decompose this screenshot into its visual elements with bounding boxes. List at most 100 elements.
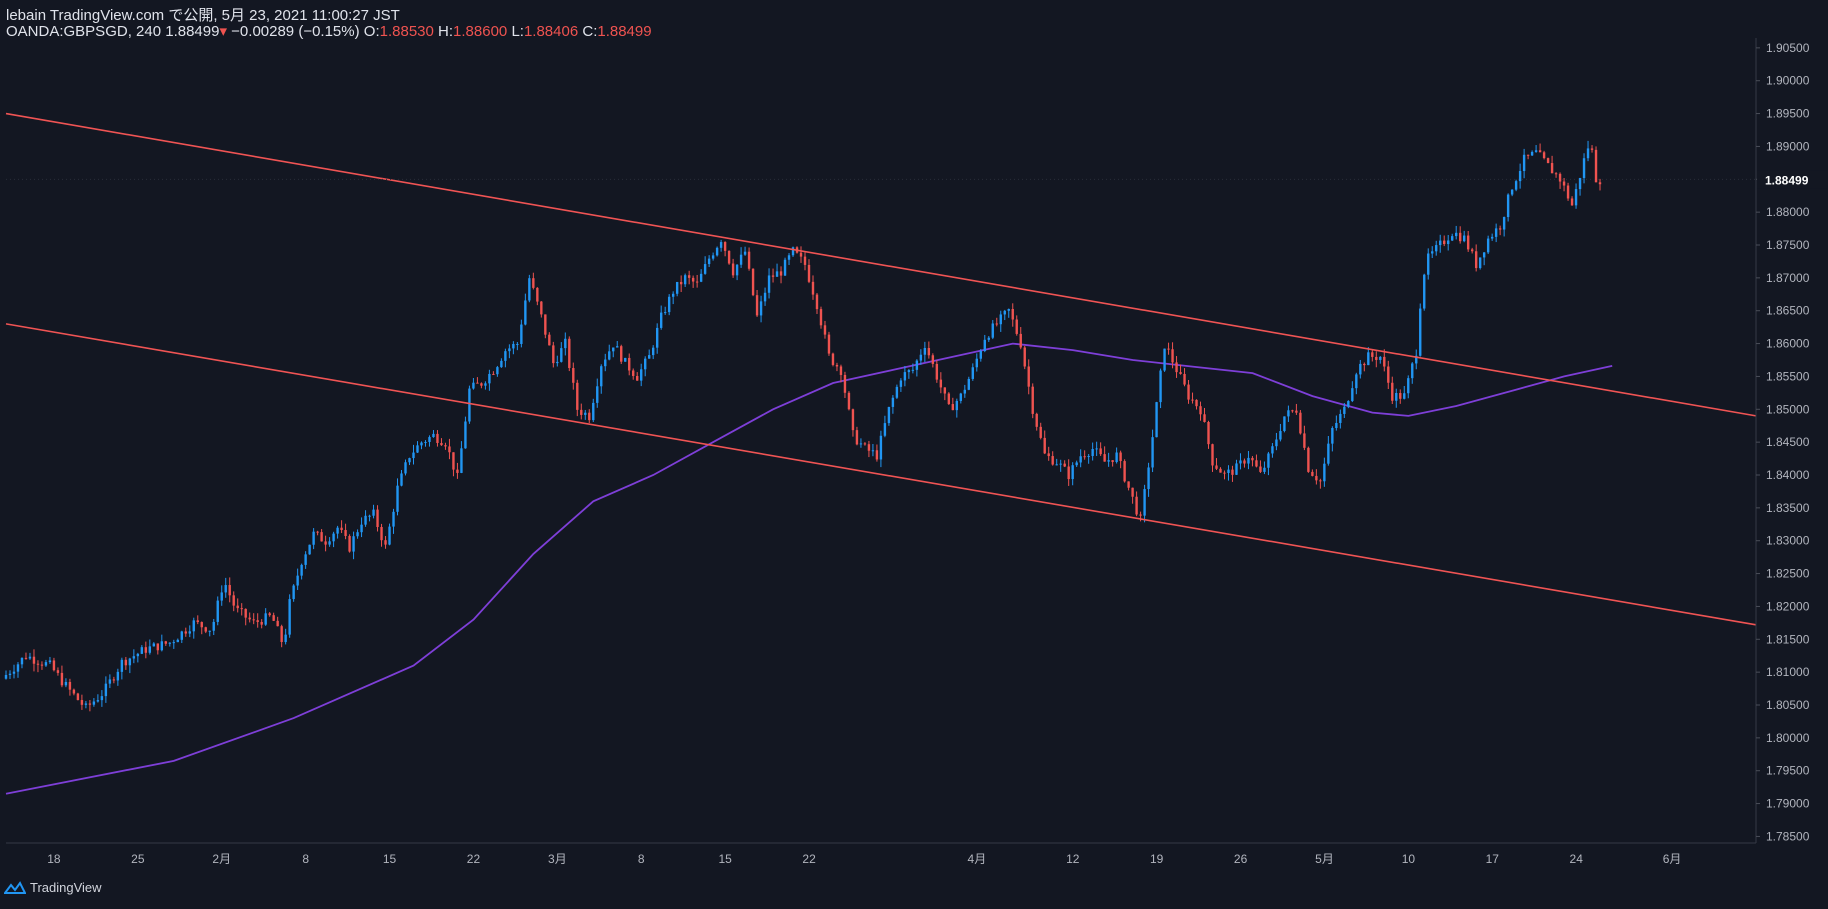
- footer-brand[interactable]: TradingView: [4, 880, 102, 895]
- candle-body: [887, 406, 891, 424]
- candle-body: [424, 441, 427, 443]
- candle-body: [564, 338, 567, 349]
- candle-body: [843, 374, 847, 393]
- candle-body: [1219, 468, 1222, 473]
- candle-body: [572, 368, 575, 383]
- candle-body: [1275, 439, 1278, 447]
- candle-body: [867, 444, 871, 451]
- y-tick-label: 1.88000: [1766, 205, 1810, 219]
- candle-body: [100, 696, 104, 701]
- candle-body: [1267, 453, 1270, 468]
- candle-body: [196, 620, 199, 623]
- candle-body: [1299, 412, 1302, 434]
- candle-body: [923, 347, 927, 355]
- y-tick-label: 1.89500: [1766, 107, 1810, 121]
- channel-upper-line[interactable]: [5, 112, 1757, 417]
- y-tick-label: 1.82000: [1766, 599, 1810, 613]
- candle-body: [332, 533, 335, 542]
- candle-body: [979, 351, 982, 359]
- candle-body: [1203, 414, 1206, 423]
- price-change: −0.00289 (−0.15%): [231, 23, 360, 40]
- candle-body: [280, 626, 283, 643]
- candle-body: [264, 613, 267, 625]
- candle-body: [963, 389, 967, 394]
- candle-body: [1211, 444, 1214, 466]
- candle-body: [536, 287, 539, 302]
- x-tick-label: 3月: [548, 852, 567, 866]
- candle-body: [1431, 251, 1434, 254]
- candle-body: [328, 541, 331, 545]
- x-tick-label: 22: [467, 852, 481, 866]
- x-tick-label: 25: [131, 852, 145, 866]
- channel-lower-line[interactable]: [5, 323, 1757, 626]
- candle-body: [640, 369, 643, 381]
- candle-body: [596, 386, 599, 403]
- candle-body: [679, 281, 683, 285]
- down-arrow-icon: ▾: [219, 23, 227, 40]
- high-value: 1.88600: [453, 23, 508, 40]
- candle-body: [699, 273, 703, 282]
- candle-body: [1494, 228, 1498, 237]
- candle-body: [128, 658, 132, 666]
- candle-body: [428, 437, 431, 442]
- candle-body: [655, 327, 659, 348]
- y-tick-label: 1.83500: [1766, 501, 1810, 515]
- candle-body: [1399, 392, 1402, 399]
- candle-body: [1295, 410, 1298, 413]
- candle-body: [1167, 348, 1170, 350]
- candle-body: [783, 259, 787, 276]
- candle-body: [92, 701, 96, 705]
- candle-body: [1171, 349, 1174, 363]
- candle-body: [827, 334, 831, 354]
- candle-body: [883, 423, 887, 436]
- y-tick-label: 1.81000: [1766, 665, 1810, 679]
- candle-body: [1590, 148, 1594, 150]
- candle-body: [44, 662, 48, 666]
- candle-body: [84, 703, 88, 705]
- x-tick-label: 6月: [1663, 852, 1682, 866]
- candle-body: [300, 564, 303, 576]
- candle-body: [36, 663, 40, 665]
- candle-body: [1071, 465, 1074, 480]
- y-tick-label: 1.90500: [1766, 41, 1810, 55]
- candle-body: [68, 681, 72, 690]
- candle-body: [1470, 249, 1474, 252]
- candle-body: [1542, 152, 1546, 159]
- high-label: H:: [438, 23, 454, 40]
- candle-body: [104, 683, 108, 697]
- candle-body: [1263, 467, 1266, 472]
- candle-body: [1478, 257, 1482, 269]
- candle-body: [1031, 386, 1034, 414]
- candle-body: [1486, 238, 1490, 253]
- y-tick-label: 1.85000: [1766, 402, 1810, 416]
- candle-body: [520, 324, 523, 344]
- candle-body: [372, 509, 375, 516]
- candle-body: [292, 585, 295, 600]
- candle-body: [727, 250, 731, 264]
- candle-body: [1235, 463, 1238, 475]
- x-tick-label: 4月: [968, 852, 987, 866]
- tradingview-logo-icon: [4, 880, 26, 894]
- candle-body: [396, 485, 399, 512]
- candle-body: [120, 659, 124, 672]
- candle-body: [620, 346, 623, 362]
- candle-body: [983, 339, 986, 352]
- candle-body: [1538, 150, 1542, 153]
- candle-body: [200, 622, 203, 628]
- candle-body: [879, 435, 883, 460]
- candle-body: [1447, 240, 1450, 245]
- y-tick-label: 1.89000: [1766, 139, 1810, 153]
- candle-body: [48, 660, 52, 663]
- time-axis[interactable]: 18 25 2月 8 15 22 3月 8 15 22 4月 12 19 26 5月 10 17 24 6月: [47, 852, 1681, 866]
- candle-body: [516, 343, 519, 345]
- candle-body: [1183, 373, 1186, 385]
- candle-body: [1502, 217, 1506, 230]
- candle-body: [580, 409, 583, 415]
- candle-body: [659, 312, 663, 328]
- price-axis[interactable]: 1.78500 1.79000 1.79500 1.80000 1.80500 1.810…: [6, 41, 1827, 844]
- channel-lines-layer[interactable]: [5, 112, 1757, 626]
- candle-body: [188, 631, 191, 634]
- candle-body: [1474, 251, 1478, 269]
- candle-body: [472, 382, 475, 389]
